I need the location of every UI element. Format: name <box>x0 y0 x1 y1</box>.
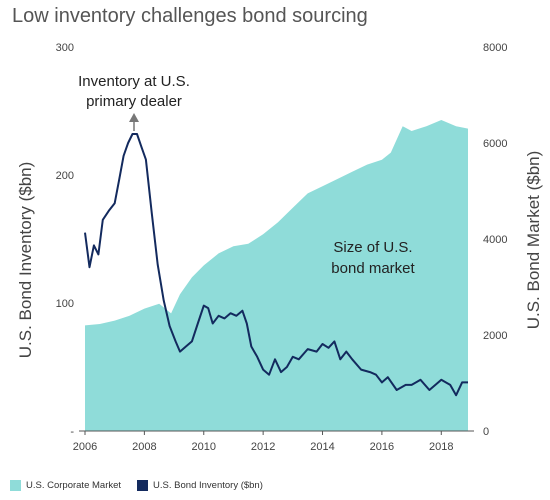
x-tick-label: 2016 <box>370 441 394 453</box>
left-tick-label: 300 <box>56 42 74 54</box>
annotation-arrow-icon <box>129 113 139 122</box>
x-tick-label: 2006 <box>73 441 97 453</box>
market-annotation-line1: Size of U.S. <box>333 239 412 256</box>
right-tick-label: 2000 <box>483 330 507 342</box>
market-annotation-line2: bond market <box>331 260 415 277</box>
x-tick-label: 2012 <box>251 441 275 453</box>
x-tick-label: 2008 <box>132 441 156 453</box>
left-tick-label: - <box>70 426 74 438</box>
legend-item-inventory: U.S. Bond Inventory ($bn) <box>137 480 263 491</box>
legend-label-market: U.S. Corporate Market <box>26 480 122 491</box>
inventory-line-series <box>84 133 468 397</box>
legend-swatch-market <box>10 480 21 491</box>
chart-canvas: 2006 2008 2010 2012 2014 2016 2018 300 200 100 - 80… <box>16 42 543 453</box>
annotations-layer: Inventory at U.S. primary dealer Size of U… <box>78 73 415 277</box>
x-tick-label: 2014 <box>310 441 334 453</box>
left-tick-label: 100 <box>56 298 74 310</box>
axes-layer: 2006 2008 2010 2012 2014 2016 2018 300 200 100 - 80… <box>16 42 543 453</box>
right-tick-label: 8000 <box>483 42 507 54</box>
legend: U.S. Corporate Market U.S. Bond Inventor… <box>10 480 279 491</box>
legend-label-inventory: U.S. Bond Inventory ($bn) <box>153 480 263 491</box>
right-tick-label: 6000 <box>483 138 507 150</box>
market-area-layer <box>85 120 468 431</box>
market-area-series <box>85 120 468 431</box>
legend-item-market: U.S. Corporate Market <box>10 480 121 491</box>
x-tick-label: 2010 <box>192 441 216 453</box>
left-axis-title: U.S. Bond Inventory ($bn) <box>16 162 35 359</box>
inventory-annotation-line1: Inventory at U.S. <box>78 73 190 90</box>
right-axis-title: U.S. Bond Market ($bn) <box>524 151 543 330</box>
x-tick-label: 2018 <box>429 441 453 453</box>
chart-title: Low inventory challenges bond sourcing <box>12 5 368 27</box>
right-tick-label: 0 <box>483 426 489 438</box>
inventory-annotation-line2: primary dealer <box>86 93 182 110</box>
inventory-line-layer <box>84 133 468 397</box>
legend-swatch-inventory <box>137 480 149 491</box>
left-tick-label: 200 <box>56 170 74 182</box>
right-tick-label: 4000 <box>483 234 507 246</box>
